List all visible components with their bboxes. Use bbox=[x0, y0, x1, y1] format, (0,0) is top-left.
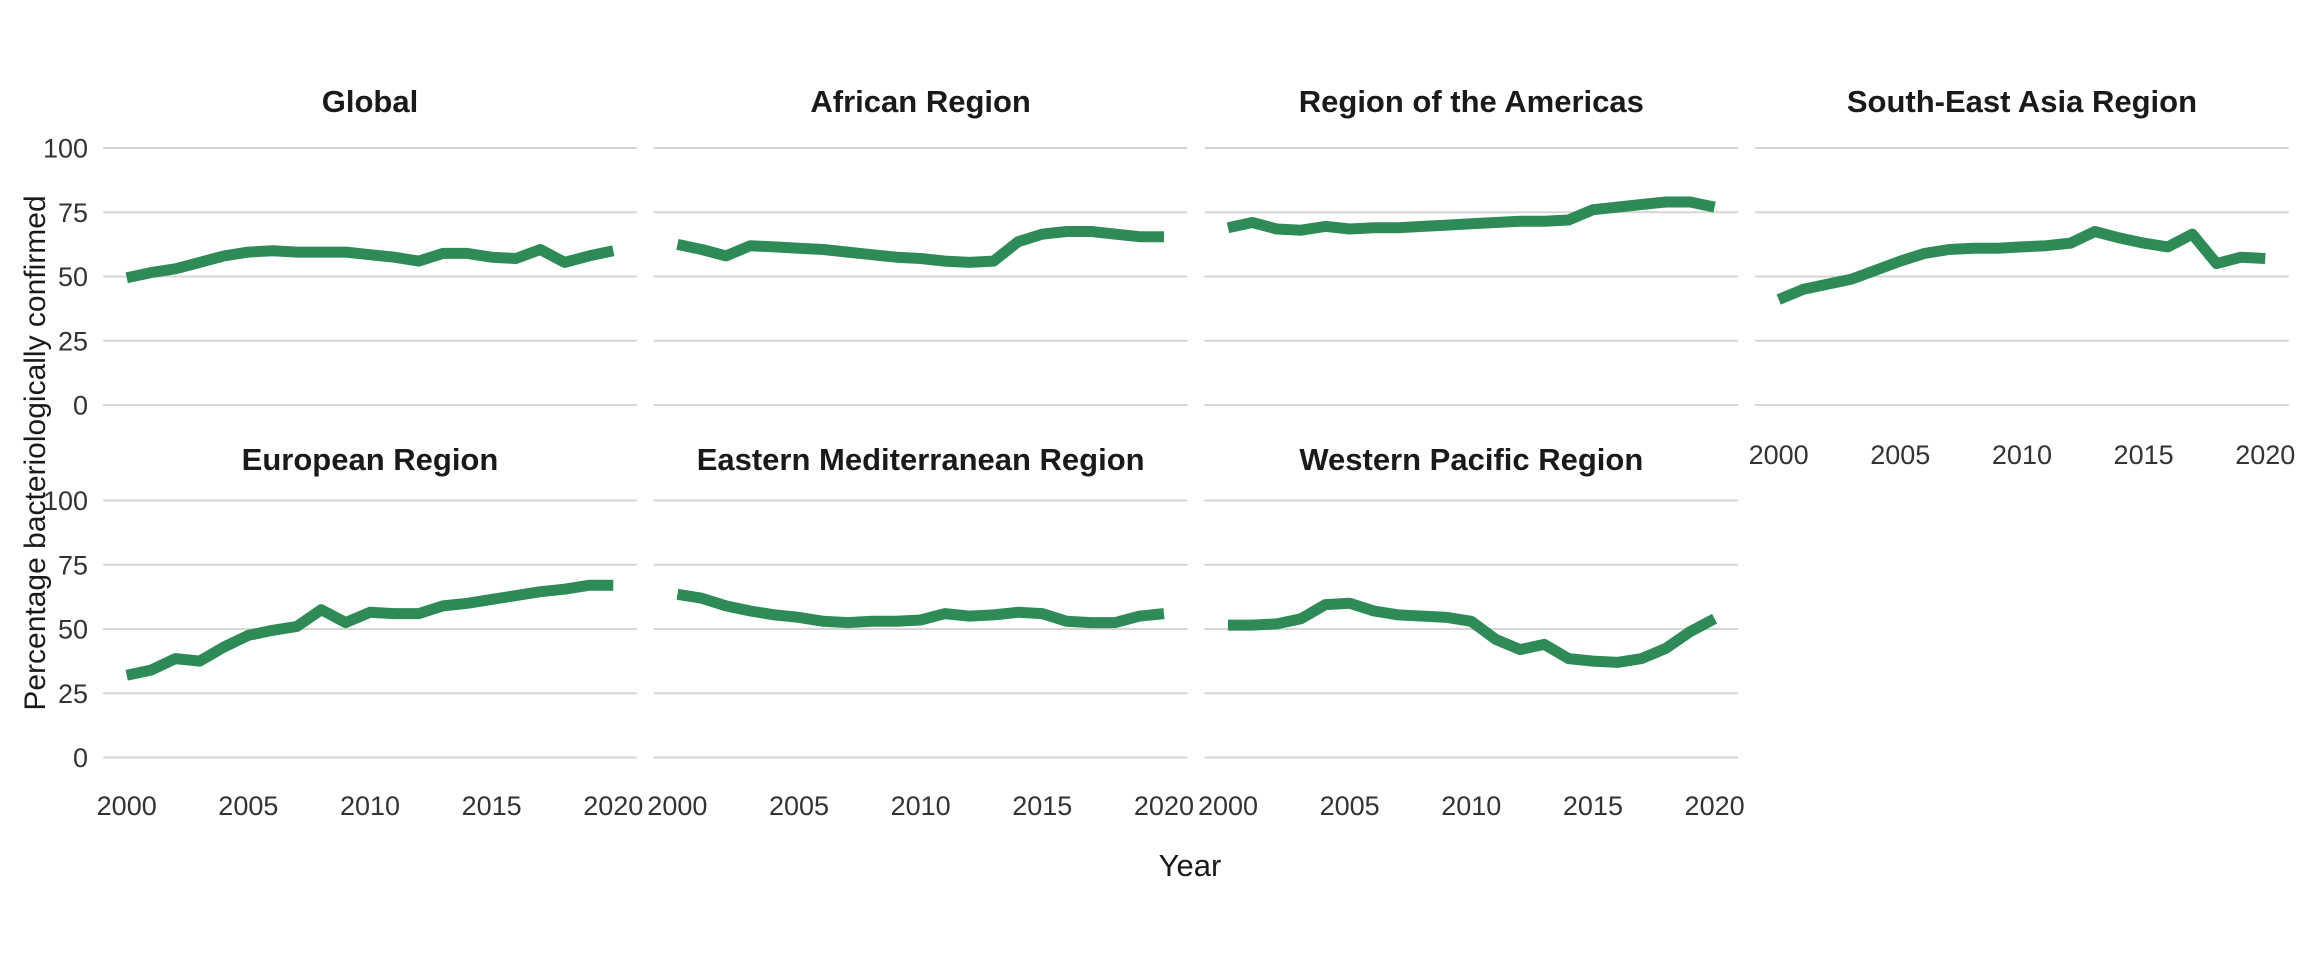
x-tick-label-european-region-2010: 2010 bbox=[340, 791, 400, 821]
data-line-south-east-asia-region bbox=[1776, 226, 2266, 305]
x-tick-label-western-pacific-region-2015: 2015 bbox=[1563, 791, 1623, 821]
y-tick-label-global-25: 25 bbox=[58, 326, 88, 356]
y-tick-label-european-region-100: 100 bbox=[43, 486, 88, 516]
x-tick-label-south-east-asia-region-2000: 2000 bbox=[1749, 440, 1809, 470]
x-tick-label-western-pacific-region-2000: 2000 bbox=[1198, 791, 1258, 821]
data-line-global bbox=[125, 244, 615, 284]
data-line-western-pacific-region bbox=[1228, 597, 1718, 668]
y-tick-label-european-region-50: 50 bbox=[58, 615, 88, 645]
x-tick-label-south-east-asia-region-2005: 2005 bbox=[1870, 440, 1930, 470]
x-tick-label-european-region-2005: 2005 bbox=[218, 791, 278, 821]
panel-title-region-of-the-americas: Region of the Americas bbox=[1299, 84, 1644, 119]
panel-title-eastern-mediterranean-region: Eastern Mediterranean Region bbox=[697, 442, 1145, 477]
y-tick-label-european-region-0: 0 bbox=[73, 743, 88, 773]
data-line-european-region bbox=[125, 579, 614, 681]
y-tick-label-european-region-75: 75 bbox=[58, 550, 88, 580]
y-tick-label-european-region-25: 25 bbox=[58, 679, 88, 709]
x-tick-label-european-region-2020: 2020 bbox=[583, 791, 643, 821]
y-tick-label-global-100: 100 bbox=[43, 134, 88, 164]
x-tick-label-european-region-2015: 2015 bbox=[462, 791, 522, 821]
x-tick-label-eastern-mediterranean-region-2015: 2015 bbox=[1012, 791, 1072, 821]
x-tick-label-western-pacific-region-2010: 2010 bbox=[1441, 791, 1501, 821]
x-tick-label-eastern-mediterranean-region-2005: 2005 bbox=[769, 791, 829, 821]
x-tick-label-eastern-mediterranean-region-2010: 2010 bbox=[891, 791, 951, 821]
x-tick-label-eastern-mediterranean-region-2020: 2020 bbox=[1134, 791, 1194, 821]
y-axis-title: Percentage bacteriologically confirmed bbox=[19, 195, 52, 711]
panel-title-european-region: European Region bbox=[242, 442, 499, 477]
panel-title-south-east-asia-region: South-East Asia Region bbox=[1847, 84, 2197, 119]
data-line-african-region bbox=[676, 226, 1164, 268]
data-line-region-of-the-americas bbox=[1226, 196, 1716, 236]
data-line-eastern-mediterranean-region bbox=[676, 588, 1165, 629]
x-tick-label-western-pacific-region-2005: 2005 bbox=[1320, 791, 1380, 821]
y-tick-label-global-0: 0 bbox=[73, 391, 88, 421]
x-tick-label-eastern-mediterranean-region-2000: 2000 bbox=[647, 791, 707, 821]
x-tick-label-european-region-2000: 2000 bbox=[97, 791, 157, 821]
y-tick-label-global-75: 75 bbox=[58, 198, 88, 228]
panel-title-global: Global bbox=[322, 84, 418, 119]
panel-title-western-pacific-region: Western Pacific Region bbox=[1299, 442, 1643, 477]
x-tick-label-south-east-asia-region-2020: 2020 bbox=[2235, 440, 2295, 470]
y-tick-label-global-50: 50 bbox=[58, 262, 88, 292]
x-axis-title: Year bbox=[1158, 848, 1222, 883]
x-tick-label-south-east-asia-region-2015: 2015 bbox=[2114, 440, 2174, 470]
x-tick-label-western-pacific-region-2020: 2020 bbox=[1685, 791, 1745, 821]
x-tick-label-south-east-asia-region-2010: 2010 bbox=[1992, 440, 2052, 470]
panel-title-african-region: African Region bbox=[810, 84, 1030, 119]
